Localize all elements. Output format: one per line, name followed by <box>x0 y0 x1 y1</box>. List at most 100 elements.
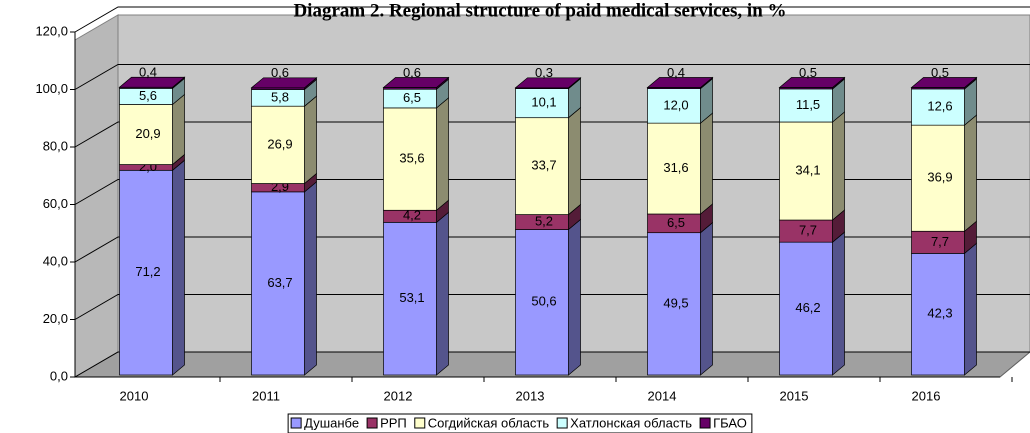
x-tick-label: 2010 <box>120 388 149 403</box>
bar-top <box>250 77 318 89</box>
value-label: 31,6 <box>663 160 688 175</box>
bar <box>779 241 833 376</box>
y-tick-label: 0,0 <box>50 368 68 383</box>
bar <box>515 88 569 119</box>
grid-line <box>74 179 1030 205</box>
y-tick-label: 60,0 <box>43 196 68 211</box>
legend-swatch <box>414 417 426 429</box>
value-label: 0,5 <box>799 65 817 80</box>
bar-side <box>832 111 845 221</box>
legend: Душанбе РРП Согдийская область Хатлонская о… <box>287 413 753 433</box>
bar <box>383 107 437 211</box>
legend-label: Хатлонская область <box>570 415 692 430</box>
legend-label: ГБАО <box>713 415 747 430</box>
value-label: 0,4 <box>139 65 157 80</box>
y-tick-label: 20,0 <box>43 311 68 326</box>
bar-side <box>172 93 185 166</box>
bar <box>911 124 965 232</box>
bar-side <box>568 106 581 216</box>
value-label: 7,7 <box>799 223 817 238</box>
bar-top <box>382 77 450 88</box>
value-label: 5,2 <box>535 213 553 228</box>
bar <box>647 88 701 124</box>
value-label: 7,7 <box>931 234 949 249</box>
value-label: 11,5 <box>796 97 820 112</box>
value-label: 33,7 <box>531 158 556 173</box>
value-label: 4,2 <box>403 208 421 223</box>
value-label: 35,6 <box>399 151 424 166</box>
bar <box>911 253 965 376</box>
bar-side <box>700 112 713 215</box>
value-label: 6,5 <box>403 90 421 105</box>
value-label: 63,7 <box>267 275 292 290</box>
bar <box>515 229 569 376</box>
x-tick-label: 2011 <box>252 388 280 403</box>
bar-top <box>778 77 846 88</box>
bar-side <box>832 231 845 376</box>
bar <box>911 88 965 126</box>
bar-side <box>568 218 581 376</box>
value-label: 36,9 <box>927 170 952 185</box>
grid-line <box>74 351 1030 378</box>
value-label: 12,0 <box>663 97 688 112</box>
chart-title: Diagram 2. Regional structure of paid me… <box>293 0 786 21</box>
bar-side <box>436 97 449 212</box>
bar-top <box>514 77 582 89</box>
y-tick-label: 100,0 <box>35 81 68 96</box>
bar <box>779 88 833 123</box>
side-wall <box>74 14 119 378</box>
bar <box>251 191 305 376</box>
y-tick-label: 80,0 <box>43 138 68 153</box>
value-label: 5,8 <box>271 89 289 104</box>
value-label: 34,1 <box>795 162 820 177</box>
value-label: 10,1 <box>531 95 556 110</box>
value-label: 50,6 <box>531 294 556 309</box>
bar <box>383 221 437 376</box>
x-tick-label: 2012 <box>384 388 413 403</box>
value-label: 53,1 <box>399 290 424 305</box>
bar-side <box>304 95 317 185</box>
value-label: 46,2 <box>795 300 820 315</box>
x-tick-label: 2014 <box>648 388 677 403</box>
value-label: 49,5 <box>663 295 688 310</box>
legend-swatch <box>366 417 378 429</box>
value-label: 26,9 <box>267 136 292 151</box>
x-tick-label: 2013 <box>516 388 545 403</box>
value-label: 42,3 <box>927 306 952 321</box>
value-label: 6,5 <box>667 215 685 230</box>
legend-label: Душанбе <box>304 415 359 430</box>
value-label: 20,9 <box>135 126 160 141</box>
grid-line <box>74 236 1030 263</box>
value-label: 0,3 <box>535 65 553 80</box>
bar <box>779 121 833 221</box>
legend-label: Согдийская область <box>428 415 550 430</box>
bar-top <box>118 76 186 88</box>
bar <box>251 105 305 184</box>
value-label: 12,6 <box>927 98 952 113</box>
x-tick-label: 2016 <box>912 388 941 403</box>
bar-side <box>700 221 713 376</box>
x-tick-label: 2015 <box>780 388 809 403</box>
y-tick-label: 40,0 <box>43 253 68 268</box>
bar <box>119 104 173 165</box>
bar-side <box>172 159 185 376</box>
value-label: 5,6 <box>139 88 157 103</box>
grid-line <box>74 121 1030 148</box>
legend-swatch <box>290 417 302 429</box>
bar-side <box>436 211 449 376</box>
bar-top <box>646 77 714 88</box>
y-tick-label: 120,0 <box>35 23 68 38</box>
grid-line <box>74 294 1030 320</box>
bar <box>647 122 701 215</box>
legend-swatch <box>699 417 711 429</box>
grid-line <box>74 64 1030 90</box>
bar-side <box>964 114 977 232</box>
value-label: 0,6 <box>403 65 421 80</box>
value-label: 0,4 <box>667 65 685 80</box>
legend-frame <box>287 413 753 433</box>
value-label: 0,6 <box>271 65 289 80</box>
value-label: 71,2 <box>135 264 160 279</box>
legend-swatch <box>556 417 568 429</box>
bar-side <box>964 242 977 376</box>
